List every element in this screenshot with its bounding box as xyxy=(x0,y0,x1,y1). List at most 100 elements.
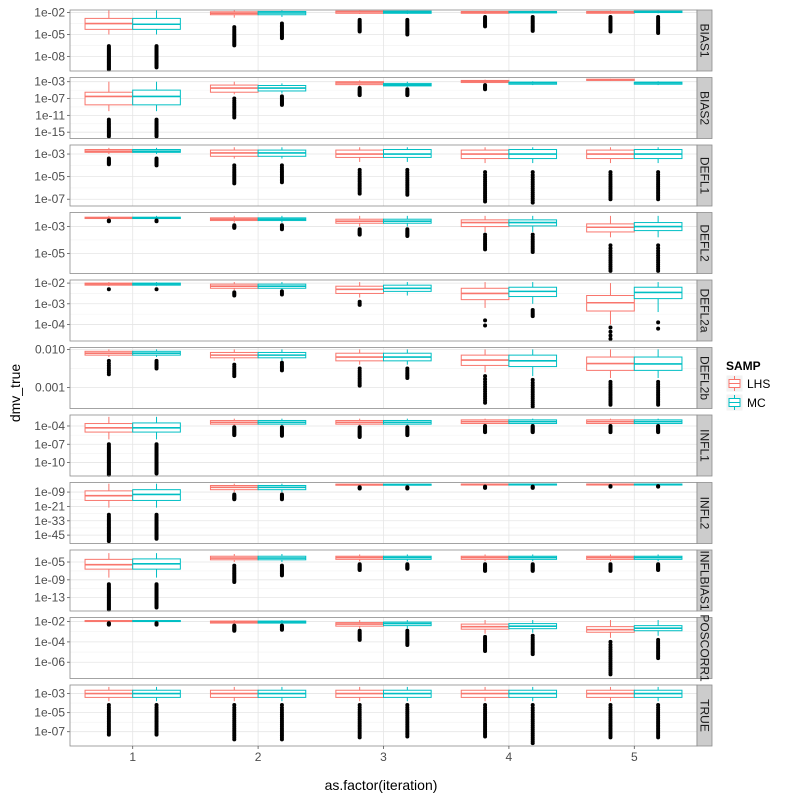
y-tick-label: 1e-09 xyxy=(34,573,65,587)
panel-defl2: 1e-03 1e-05 DEFL2 xyxy=(34,212,713,274)
facet-strip xyxy=(696,684,713,747)
outlier-point xyxy=(530,314,535,319)
x-tick-label: 1 xyxy=(129,750,136,764)
outlier-point xyxy=(154,163,159,168)
outlier-point xyxy=(279,368,284,373)
outlier-point xyxy=(357,191,362,196)
outlier-point xyxy=(405,433,410,438)
outlier-point xyxy=(106,539,111,544)
y-tick-label: 1e-03 xyxy=(34,220,65,234)
y-tick-label: 1e-04 xyxy=(34,419,65,433)
outlier-point xyxy=(483,485,488,490)
outlier-point xyxy=(656,326,661,331)
outlier-point xyxy=(530,741,535,746)
outlier-point xyxy=(608,333,613,338)
outlier-point xyxy=(530,430,535,435)
outlier-point xyxy=(279,433,284,438)
outlier-point xyxy=(483,24,488,29)
outlier-point xyxy=(357,434,362,439)
outlier-point xyxy=(154,134,159,139)
facet-strip xyxy=(696,77,713,139)
y-tick-label: 1e-33 xyxy=(34,514,65,528)
outlier-point xyxy=(232,293,237,298)
facet-strip-label: INFLBIAS1 xyxy=(698,550,712,610)
outlier-point xyxy=(656,268,661,273)
outlier-point xyxy=(608,325,613,330)
x-tick-label: 3 xyxy=(380,750,387,764)
outlier-point xyxy=(106,219,111,224)
outlier-point xyxy=(608,329,613,334)
outlier-point xyxy=(405,376,410,380)
panel-defl2a: 1e-02 1e-03 1e-04 DEFL2a xyxy=(34,276,713,342)
outlier-point xyxy=(483,199,488,204)
outlier-point xyxy=(405,734,410,739)
outlier-point xyxy=(232,580,237,585)
outlier-point xyxy=(656,656,661,661)
outlier-point xyxy=(656,402,661,407)
outlier-point xyxy=(357,637,362,642)
facet-strip-label: DEFL1 xyxy=(698,157,712,195)
y-tick-label: 0.001 xyxy=(35,381,65,395)
outlier-point xyxy=(656,484,661,489)
outlier-point xyxy=(608,243,613,248)
outlier-point xyxy=(279,497,284,502)
outlier-point xyxy=(232,374,237,379)
panel-defl2b: 0.010 0.001 DEFL2b xyxy=(35,342,713,409)
outlier-point xyxy=(483,430,488,435)
facet-strip-label: DEFL2a xyxy=(698,288,712,332)
panel-bias2: 1e-03 1e-07 1e-11 1e-15 BIAS2 xyxy=(34,75,713,139)
y-tick-label: 1e-05 xyxy=(34,555,65,569)
outlier-point xyxy=(656,31,661,36)
outlier-point xyxy=(530,28,535,33)
facet-strip xyxy=(696,482,713,544)
facet-strip xyxy=(696,347,713,409)
panel-inflbias1: 1e-05 1e-09 1e-13 INFLBIAS1 xyxy=(34,549,713,612)
outlier-point xyxy=(530,200,535,205)
outlier-point xyxy=(656,735,661,740)
outlier-point xyxy=(154,287,159,292)
outlier-point xyxy=(483,400,488,405)
outlier-point xyxy=(483,318,488,323)
facet-strip-label: TRUE xyxy=(698,699,712,732)
outlier-point xyxy=(279,227,284,232)
y-tick-label: 1e-07 xyxy=(34,437,65,451)
outlier-point xyxy=(608,568,613,573)
y-tick-label: 1e-11 xyxy=(35,108,65,122)
outlier-point xyxy=(530,652,535,657)
outlier-point xyxy=(483,247,488,252)
outlier-point xyxy=(608,735,613,740)
outlier-point xyxy=(154,366,159,371)
facet-strip xyxy=(696,9,713,72)
outlier-point xyxy=(530,170,535,175)
y-tick-label: 0.010 xyxy=(35,342,65,356)
outlier-point xyxy=(357,735,362,740)
facet-strip xyxy=(696,279,713,342)
y-tick-label: 1e-04 xyxy=(34,317,65,331)
outlier-point xyxy=(656,430,661,435)
outlier-point xyxy=(357,29,362,34)
outlier-point xyxy=(405,93,410,98)
y-tick-label: 1e-05 xyxy=(34,246,65,260)
outlier-point xyxy=(154,605,159,610)
outlier-point xyxy=(279,292,284,297)
facet-strip-label: INFL2 xyxy=(698,497,712,530)
outlier-point xyxy=(279,102,284,107)
outlier-point xyxy=(483,323,488,328)
y-tick-label: 1e-02 xyxy=(34,615,65,629)
facet-strip-label: BIAS1 xyxy=(698,23,712,57)
y-tick-label: 1e-13 xyxy=(34,591,65,605)
y-tick-label: 1e-03 xyxy=(34,297,65,311)
outlier-point xyxy=(279,627,284,632)
y-tick-label: 1e-06 xyxy=(34,655,65,669)
outlier-point xyxy=(483,374,488,379)
outlier-point xyxy=(608,484,613,489)
y-tick-label: 1e-15 xyxy=(34,125,65,139)
facet-strip-label: DEFL2 xyxy=(698,224,712,262)
panel-infl1: 1e-04 1e-07 1e-10 INFL1 xyxy=(34,414,713,477)
legend-key-lhs: LHS xyxy=(725,374,770,393)
outlier-point xyxy=(530,250,535,255)
outlier-point xyxy=(405,486,410,491)
outlier-point xyxy=(279,737,284,742)
